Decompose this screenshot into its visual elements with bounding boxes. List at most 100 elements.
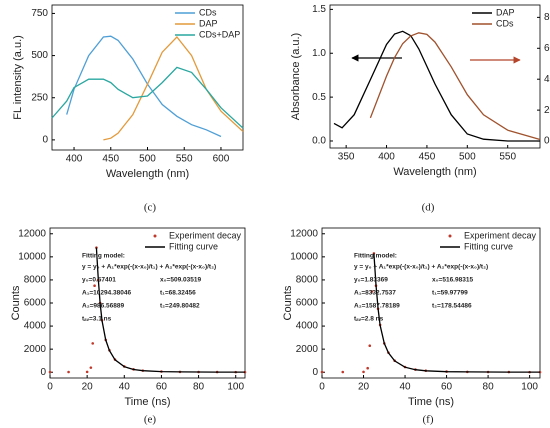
data-point (320, 370, 324, 374)
annotation: Fitting model: (354, 253, 397, 260)
data-point (91, 342, 95, 345)
series-line (333, 30, 540, 142)
y-tick-label: 6000 (296, 298, 319, 309)
annotation: y = y₀ + A₁*exp(-(x-x₀)/t₁) + A₂*exp(-(x… (354, 264, 488, 271)
y-tick-label: 0.5 (312, 92, 326, 103)
y-tick-label: 2000 (296, 344, 319, 355)
plot-frame (329, 4, 541, 149)
x-axis-label: Time (ns) (408, 396, 454, 408)
annotation: t₂=178.54486 (432, 303, 472, 310)
y-tick-label: 1.0 (312, 48, 326, 59)
x-tick-label: 450 (419, 152, 436, 163)
x-tick-label: 80 (193, 382, 205, 393)
x-tick-label: 40 (119, 382, 131, 393)
annotation: Fitting model: (82, 253, 125, 260)
x-axis-label: Time (ns) (124, 396, 170, 408)
series-line (51, 66, 244, 129)
x-axis-label: Wavelength (nm) (106, 168, 189, 180)
y-tick-label: 10000 (18, 251, 46, 262)
annotation: A₂=1587.78189 (354, 303, 400, 310)
legend-label: Fitting curve (464, 241, 513, 251)
x-tick-label: 500 (459, 152, 476, 163)
legend-marker (153, 234, 157, 238)
y-tick-label: 8000 (24, 275, 47, 286)
annotation: y₀=1.83369 (354, 277, 388, 284)
x-tick-label: 0 (319, 382, 325, 393)
data-point (89, 366, 93, 369)
series-line (373, 253, 540, 373)
legend-label: Fitting curve (169, 241, 218, 251)
y-tick-label: 750 (31, 8, 48, 19)
x-tick-label: 450 (102, 154, 119, 165)
annotation: tₐᵥ=2.8 ns (354, 316, 384, 323)
legend-label: DAP (199, 18, 218, 28)
annotation: y₀=0.57401 (82, 277, 116, 284)
x-tick-label: 60 (441, 382, 453, 393)
annotation: t₁=59.97799 (432, 290, 468, 297)
x-tick-label: 550 (499, 152, 516, 163)
panel-label: (e) (144, 414, 157, 426)
x-tick-label: 400 (66, 154, 83, 165)
x-tick-label: 40 (399, 382, 411, 393)
y-tick-label: 12000 (18, 228, 46, 239)
annotation: t₁=68.32456 (160, 290, 196, 297)
legend-marker (448, 234, 452, 238)
data-point (368, 344, 372, 347)
data-point (93, 284, 96, 287)
series-line (95, 247, 245, 373)
y-axis-label: Counts (282, 285, 294, 320)
y2-tick-label: 200 (544, 105, 550, 116)
y-tick-label: 1.5 (312, 4, 326, 15)
y-tick-label: 0 (40, 367, 46, 378)
series-line (369, 32, 541, 141)
legend-label: DAP (496, 7, 515, 17)
y2-tick-label: 400 (544, 74, 550, 85)
annotation: tₐᵥ=3.1 ns (82, 316, 112, 323)
x-tick-label: 100 (227, 382, 244, 393)
legend-label: CDs+DAP (199, 29, 240, 39)
annotation: x₀=509.03519 (160, 277, 201, 284)
x-axis-label: Wavelength (nm) (393, 166, 476, 178)
panel-label: (d) (422, 202, 435, 214)
legend-label: Experiment decay (169, 230, 242, 240)
y2-tick-label: 0 (544, 136, 550, 147)
x-tick-label: 400 (378, 152, 395, 163)
panel-label: (c) (144, 202, 157, 214)
annotation: y = y₀ + A₁*exp(-(x-x₀)/t₁) + A₂*exp(-(x… (82, 264, 216, 271)
data-point (341, 370, 345, 374)
y-tick-label: 500 (31, 50, 48, 61)
x-tick-label: 20 (82, 382, 94, 393)
y-tick-label: 10000 (290, 251, 318, 262)
data-point (48, 370, 52, 374)
y-axis-label: Absorbance (a.u.) (290, 33, 302, 120)
y-axis-label: FL intensity (a.u.) (12, 35, 24, 120)
x-tick-label: 60 (156, 382, 168, 393)
data-point (366, 366, 369, 370)
series-line (103, 36, 244, 141)
annotation: A₁=8332.7537 (354, 290, 396, 297)
y-tick-label: 6000 (24, 298, 47, 309)
annotation: A₁=10294.38046 (82, 290, 132, 297)
y-tick-label: 250 (31, 92, 48, 103)
y-tick-label: 12000 (290, 228, 318, 239)
y-tick-label: 0.0 (312, 136, 326, 147)
data-point (67, 370, 70, 374)
x-tick-label: 600 (213, 154, 230, 165)
y-axis-label: Counts (10, 285, 22, 320)
data-point (370, 290, 374, 293)
annotation: t₂=249.80482 (160, 303, 200, 310)
y-tick-label: 0 (312, 367, 318, 378)
x-tick-label: 100 (521, 382, 538, 393)
panel-label: (f) (423, 414, 434, 426)
annotation: A₂=986.56889 (82, 303, 124, 310)
x-tick-label: 0 (47, 382, 53, 393)
y-tick-label: 0 (42, 135, 48, 146)
y-tick-label: 8000 (296, 275, 319, 286)
x-tick-label: 80 (483, 382, 495, 393)
data-point (362, 370, 365, 374)
series-line (66, 35, 222, 138)
legend-label: CDs (496, 18, 514, 28)
y2-tick-label: 600 (544, 43, 550, 54)
y-tick-label: 4000 (24, 321, 47, 332)
